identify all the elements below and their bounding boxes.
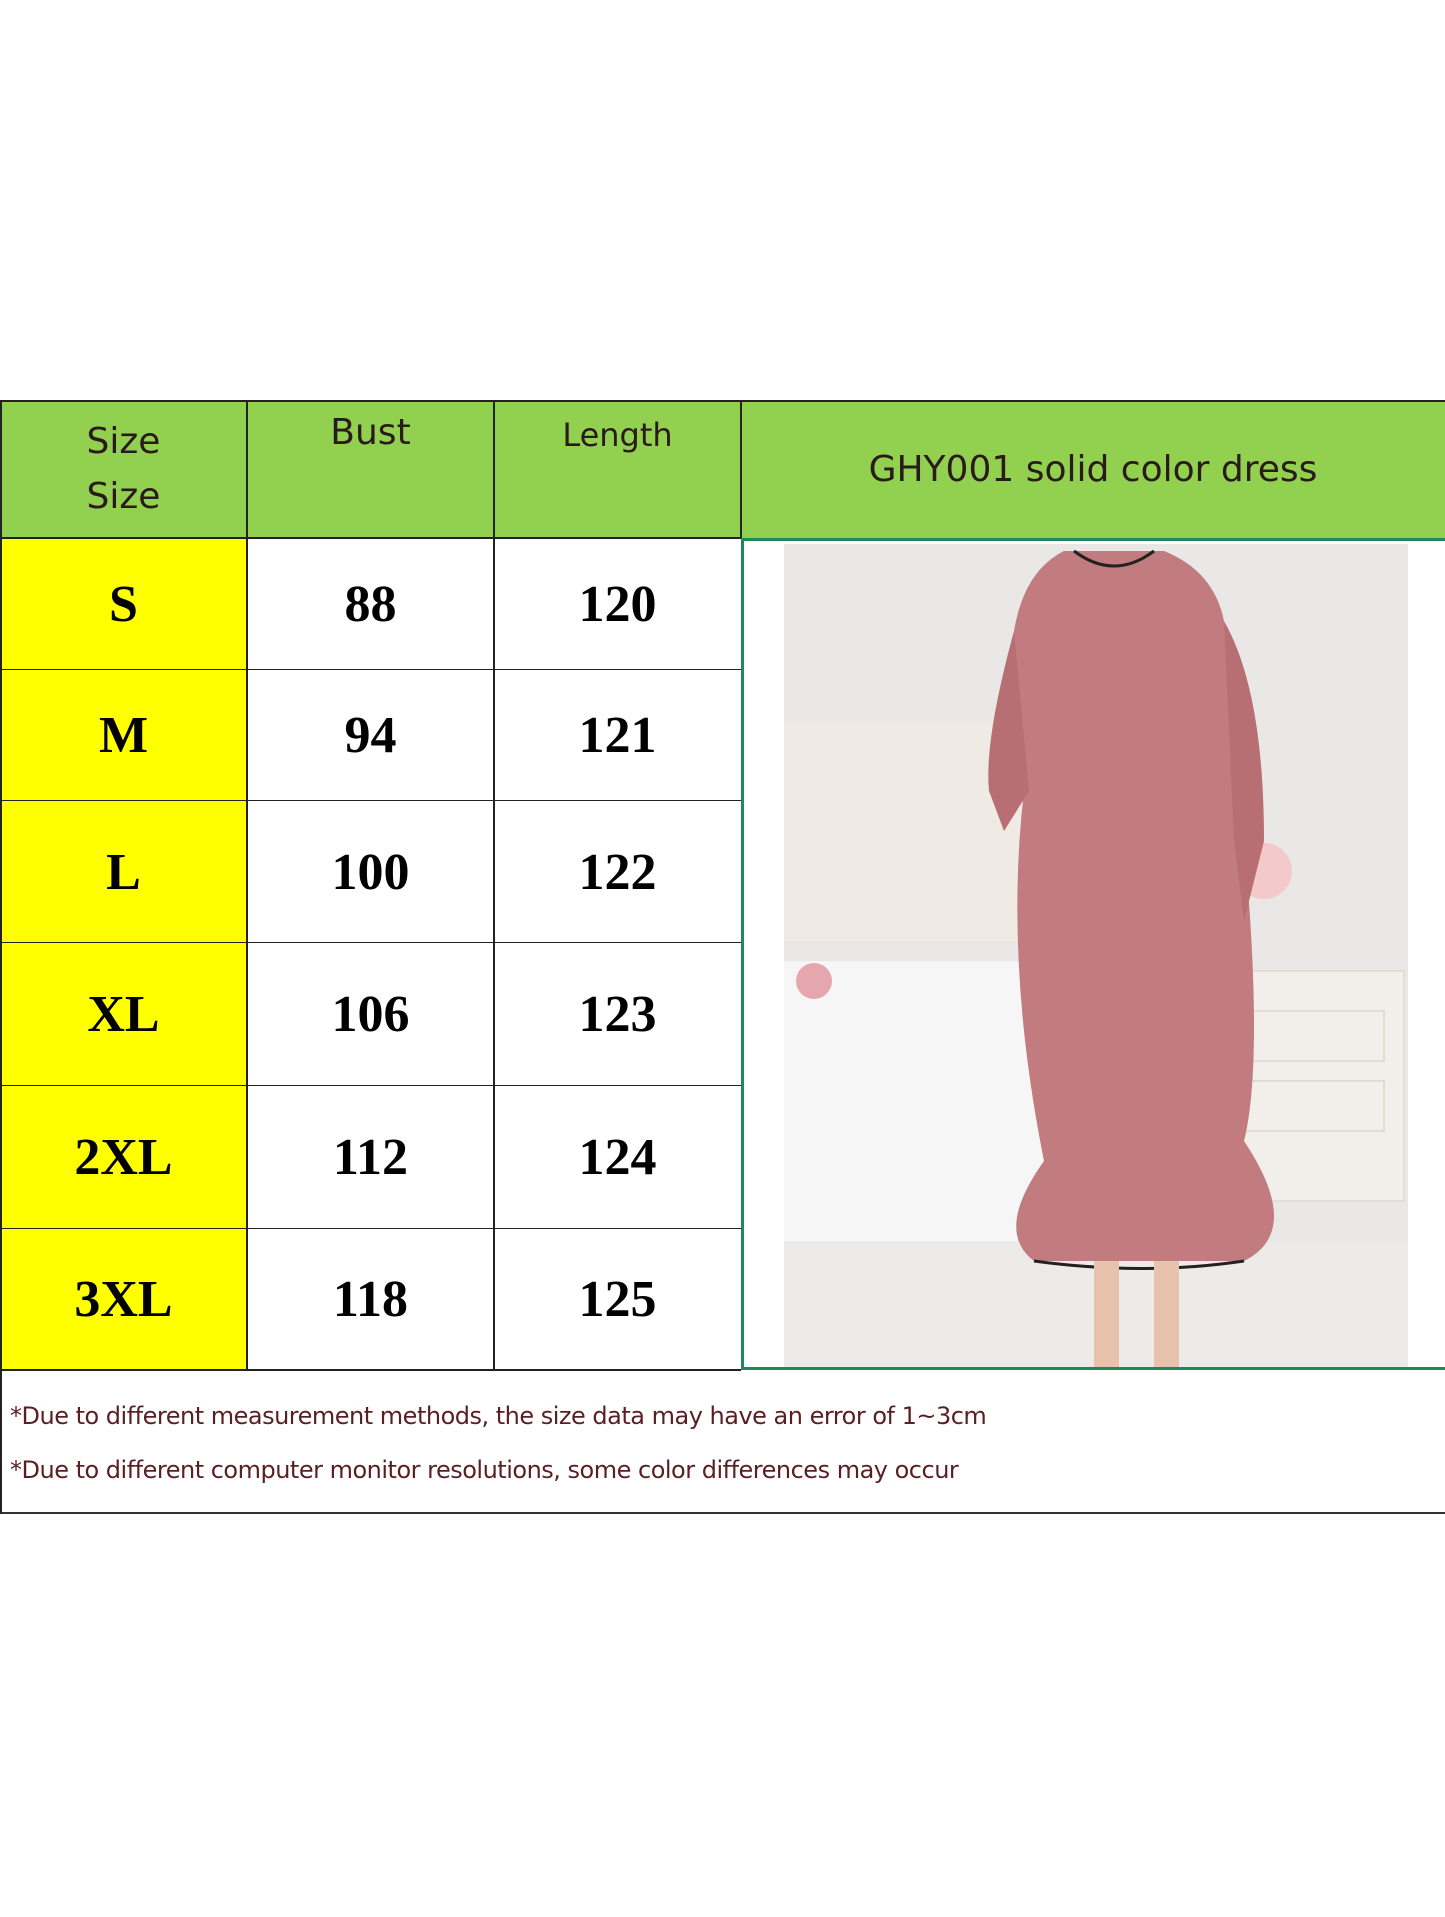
- size-cell: 2XL: [0, 1086, 247, 1229]
- size-cell: S: [0, 538, 247, 670]
- divider: [493, 400, 495, 1370]
- length-cell: 123: [494, 943, 741, 1086]
- note-measurement: *Due to different measurement methods, t…: [10, 1402, 987, 1430]
- size-cell: XL: [0, 943, 247, 1086]
- length-cell: 125: [494, 1229, 741, 1370]
- size-cell: M: [0, 670, 247, 801]
- bust-cell: 88: [247, 538, 494, 670]
- length-cell: 120: [494, 538, 741, 670]
- divider: [740, 400, 742, 538]
- divider: [0, 400, 2, 1370]
- size-cell: 3XL: [0, 1229, 247, 1370]
- header-length: Length: [494, 400, 741, 538]
- length-cell: 124: [494, 1086, 741, 1229]
- size-chart-table: Size Size Bust Length GHY001 solid color…: [0, 400, 1445, 1514]
- divider: [0, 400, 1445, 402]
- dress-model-image: [784, 544, 1408, 1367]
- header-bust-label: Bust: [330, 412, 411, 453]
- bust-cell: 94: [247, 670, 494, 801]
- product-title-text: GHY001 solid color dress: [868, 448, 1318, 490]
- product-title: GHY001 solid color dress: [741, 400, 1445, 538]
- header-size-label-2: Size: [86, 476, 161, 517]
- note-color: *Due to different computer monitor resol…: [10, 1456, 959, 1484]
- header-size: Size Size: [0, 400, 247, 538]
- bust-cell: 100: [247, 801, 494, 943]
- notes-section: *Due to different measurement methods, t…: [0, 1370, 1445, 1514]
- bust-cell: 112: [247, 1086, 494, 1229]
- divider: [0, 537, 741, 539]
- divider: [246, 400, 248, 1370]
- bust-cell: 118: [247, 1229, 494, 1370]
- header-size-label: Size: [86, 421, 161, 462]
- length-cell: 122: [494, 801, 741, 943]
- bust-cell: 106: [247, 943, 494, 1086]
- length-cell: 121: [494, 670, 741, 801]
- row-divider: [0, 1369, 741, 1371]
- header-bust: Bust: [247, 400, 494, 538]
- header-length-label: Length: [562, 416, 673, 454]
- product-photo: [741, 538, 1445, 1370]
- size-cell: L: [0, 801, 247, 943]
